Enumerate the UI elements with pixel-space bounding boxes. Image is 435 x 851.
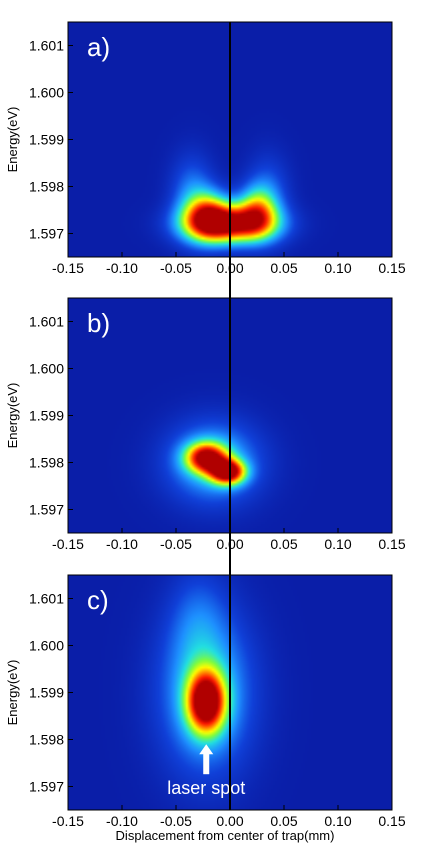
y-tick-label: 1.601 (29, 38, 64, 54)
y-tick-label: 1.600 (29, 361, 64, 377)
y-tick-label: 1.600 (29, 85, 64, 101)
x-tick-label: -0.10 (106, 536, 138, 552)
x-tick-label: 0.05 (270, 536, 297, 552)
y-tick-label: 1.599 (29, 132, 64, 148)
x-tick-label: 0.15 (378, 536, 405, 552)
y-tick-label: 1.597 (29, 502, 64, 518)
x-tick-label: 0.15 (378, 813, 405, 829)
x-tick-label: -0.10 (106, 260, 138, 276)
panel-label: c) (87, 585, 109, 615)
x-tick-label: 0.00 (216, 813, 243, 829)
x-tick-label: 0.05 (270, 813, 297, 829)
x-axis-label: Displacement from center of trap(mm) (116, 828, 335, 843)
x-tick-label: -0.15 (52, 260, 84, 276)
y-axis-label: Energy(eV) (5, 660, 20, 726)
heatmap-panel-3: 1.597 1.598 1.599 1.600 1.601 -0.15 -0.10 -0.05… (5, 574, 406, 843)
arrow-shaft (203, 753, 210, 775)
y-tick-label: 1.598 (29, 179, 64, 195)
y-tick-label: 1.599 (29, 685, 64, 701)
x-tick-label: -0.10 (106, 813, 138, 829)
x-tick-label: -0.15 (52, 536, 84, 552)
y-tick-label: 1.601 (29, 591, 64, 607)
y-tick-label: 1.597 (29, 226, 64, 242)
panels-group: 1.597 1.598 1.599 1.600 1.601 -0.15 -0.10 -0.05… (5, 21, 406, 843)
x-tick-label: -0.05 (160, 536, 192, 552)
x-tick-label: 0.05 (270, 260, 297, 276)
panel-label: a) (87, 32, 110, 62)
up-arrow-icon (199, 744, 214, 755)
y-tick-label: 1.599 (29, 408, 64, 424)
x-tick-label: 0.10 (324, 260, 351, 276)
x-tick-label: 0.15 (378, 260, 405, 276)
y-tick-label: 1.601 (29, 314, 64, 330)
y-tick-label: 1.597 (29, 779, 64, 795)
y-axis-label: Energy(eV) (5, 107, 20, 173)
laser-spot-annotation: laser spot (167, 778, 245, 798)
x-tick-label: 0.10 (324, 536, 351, 552)
x-tick-label: -0.15 (52, 813, 84, 829)
x-tick-label: -0.05 (160, 260, 192, 276)
panel-label: b) (87, 308, 110, 338)
x-tick-label: 0.10 (324, 813, 351, 829)
y-tick-label: 1.598 (29, 732, 64, 748)
x-tick-label: -0.05 (160, 813, 192, 829)
heatmap-panel-2: 1.597 1.598 1.599 1.600 1.601 -0.15 -0.10 -0.05… (5, 297, 406, 552)
y-tick-label: 1.598 (29, 455, 64, 471)
y-axis-label: Energy(eV) (5, 383, 20, 449)
heatmap-panel-1: 1.597 1.598 1.599 1.600 1.601 -0.15 -0.10 -0.05… (5, 21, 406, 276)
y-tick-label: 1.600 (29, 638, 64, 654)
